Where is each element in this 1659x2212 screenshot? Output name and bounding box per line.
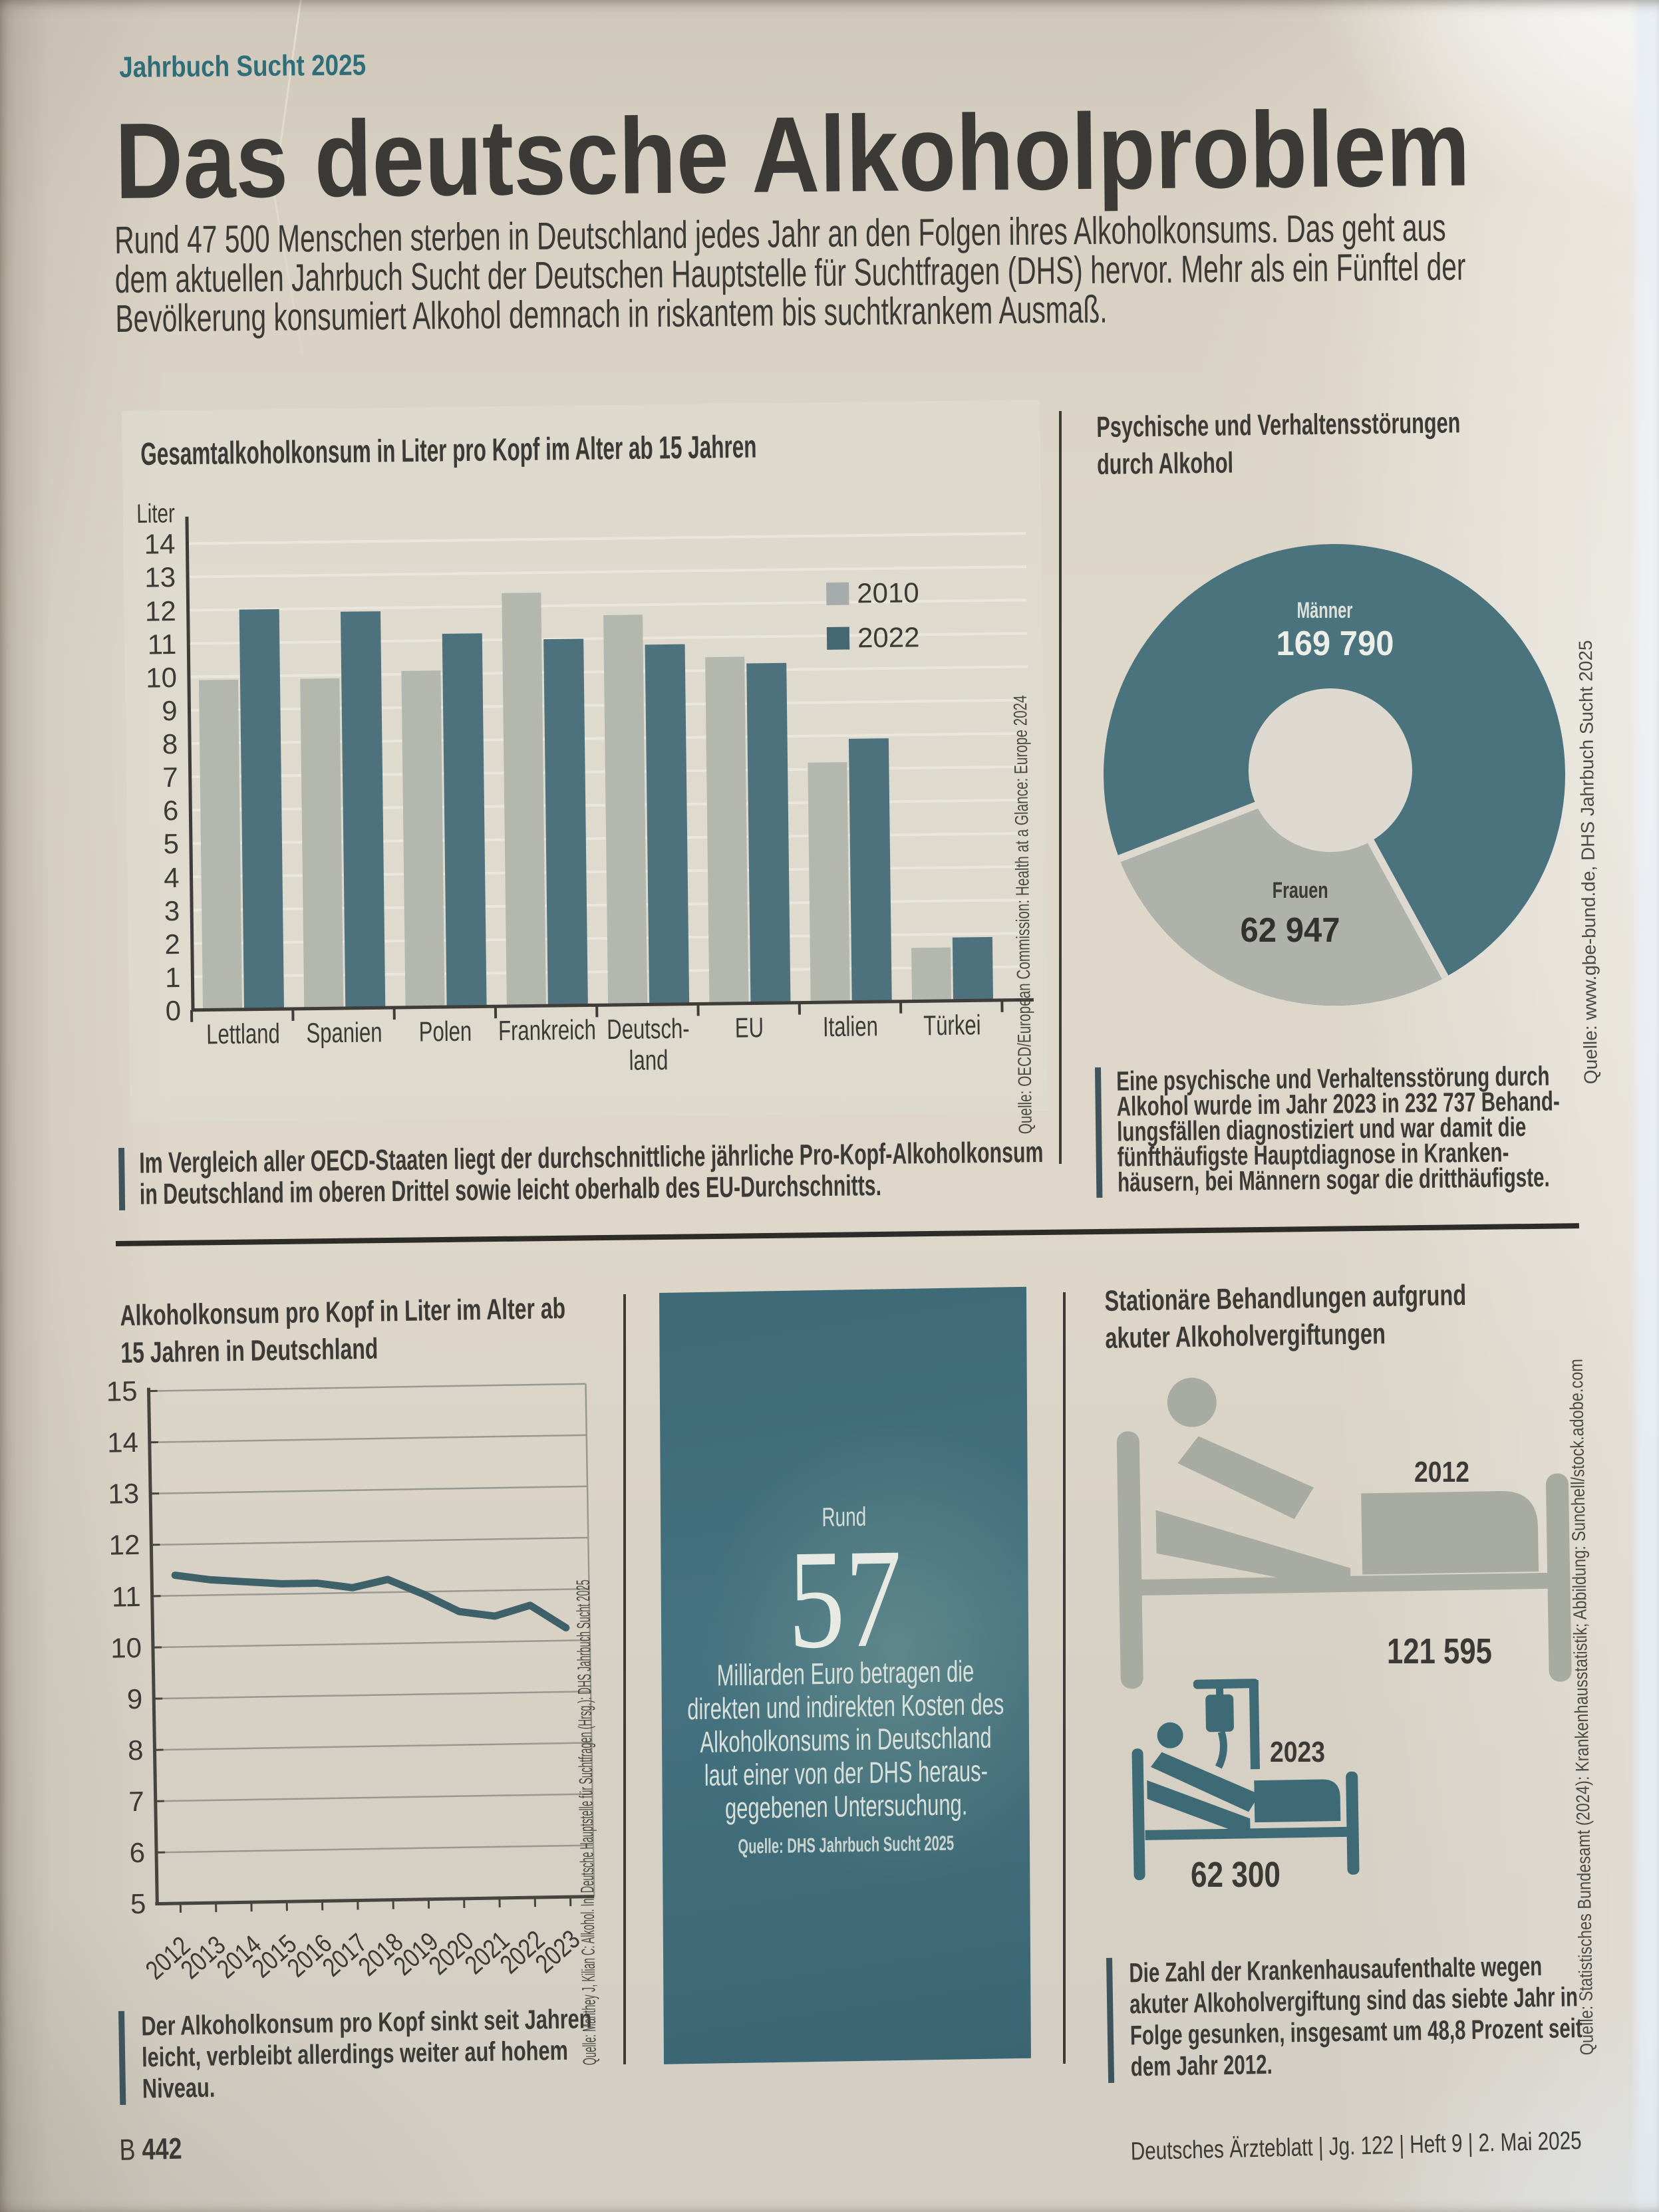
svg-text:11: 11	[112, 1581, 141, 1613]
svg-text:5: 5	[163, 828, 179, 859]
svg-text:13: 13	[144, 561, 176, 593]
svg-text:land: land	[629, 1045, 668, 1076]
svg-text:15: 15	[106, 1375, 137, 1407]
svg-text:Deutsch-: Deutsch-	[607, 1013, 690, 1045]
svg-text:12: 12	[145, 595, 176, 627]
svg-text:7: 7	[128, 1786, 144, 1817]
svg-text:8: 8	[162, 728, 178, 760]
svg-text:14: 14	[107, 1427, 138, 1458]
svg-text:5: 5	[130, 1888, 146, 1919]
svg-text:EU: EU	[735, 1012, 764, 1043]
svg-text:Spanien: Spanien	[306, 1017, 382, 1049]
svg-text:13: 13	[108, 1478, 139, 1510]
svg-text:Türkei: Türkei	[923, 1010, 981, 1041]
svg-text:0: 0	[165, 995, 181, 1026]
svg-text:10: 10	[146, 662, 177, 694]
svg-text:2: 2	[164, 928, 180, 960]
svg-text:8: 8	[128, 1734, 144, 1766]
svg-text:Polen: Polen	[418, 1016, 472, 1047]
svg-text:Italien: Italien	[823, 1011, 878, 1043]
svg-text:12: 12	[108, 1529, 140, 1561]
svg-text:6: 6	[163, 795, 179, 826]
svg-text:4: 4	[164, 862, 180, 893]
svg-text:11: 11	[147, 628, 176, 660]
svg-text:1: 1	[165, 962, 181, 993]
svg-text:6: 6	[129, 1837, 145, 1868]
svg-text:9: 9	[126, 1683, 142, 1715]
svg-text:Frankreich: Frankreich	[498, 1014, 596, 1046]
svg-text:3: 3	[164, 895, 180, 926]
svg-text:10: 10	[110, 1632, 142, 1664]
svg-text:7: 7	[162, 761, 178, 793]
svg-text:9: 9	[162, 695, 178, 726]
svg-text:14: 14	[144, 528, 175, 560]
svg-text:Lettland: Lettland	[206, 1018, 280, 1050]
